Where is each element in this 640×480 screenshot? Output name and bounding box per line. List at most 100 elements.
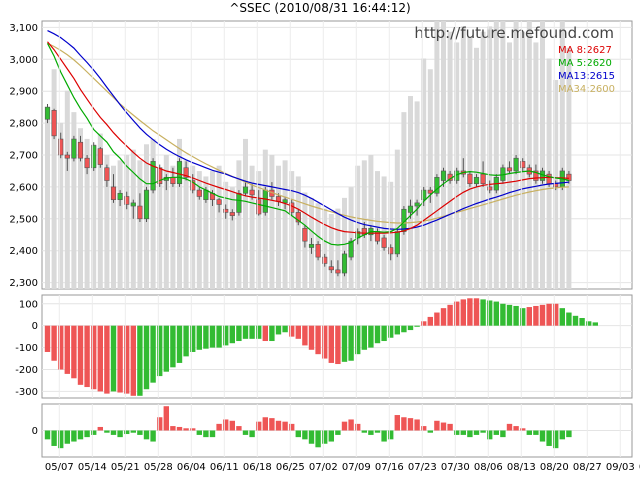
momentum-bar	[275, 420, 282, 431]
candle	[421, 186, 427, 207]
candle	[506, 161, 513, 175]
date-tick-label: 08/13	[507, 462, 536, 473]
volume-bar	[78, 128, 83, 289]
volume-bar	[388, 181, 394, 289]
candle	[58, 132, 64, 159]
momentum-bar	[328, 430, 334, 442]
oscillator-bar	[51, 325, 57, 361]
candle-body	[104, 167, 110, 181]
oscillator-bar	[328, 325, 334, 363]
volume-bar	[401, 112, 407, 290]
oscillator-bar	[44, 325, 51, 352]
date-tick-label: 05/07	[45, 462, 74, 473]
candle	[322, 253, 328, 267]
legend-ma8: MA 8:2627	[558, 45, 612, 56]
momentum-bar	[407, 418, 414, 431]
price-tick-label: 2,600	[9, 182, 38, 193]
candle-body	[229, 212, 235, 216]
watermark: http://future.mefound.com	[414, 24, 614, 42]
momentum-bar	[434, 420, 440, 431]
oscillator-bar	[302, 325, 308, 346]
candle-body	[110, 186, 117, 200]
candle	[520, 158, 526, 171]
candle	[295, 209, 301, 226]
candle	[394, 228, 400, 258]
volume-bar	[91, 144, 97, 289]
oscillator-bar	[467, 298, 473, 326]
candle	[328, 260, 334, 274]
volume-bar	[460, 26, 466, 290]
momentum-bar	[269, 418, 275, 431]
candle-body	[421, 189, 427, 200]
oscillator-bar	[348, 325, 354, 361]
oscillator-bar	[427, 316, 433, 326]
candle	[341, 250, 348, 277]
oscillator-bar	[368, 325, 374, 348]
date-axis: 05/07 05/14 05/21 05/28 06/04 06/11 06/18 06/25…	[45, 21, 640, 473]
ma8-line	[47, 41, 569, 234]
momentum-bar	[308, 430, 315, 444]
candle-body	[91, 145, 97, 169]
oscillator-tick-label: 0	[32, 321, 38, 332]
volume-bar	[190, 165, 196, 289]
momentum-bar	[520, 428, 526, 431]
momentum-bar	[401, 417, 407, 431]
volume-bar	[223, 181, 229, 289]
oscillator-bar	[289, 325, 295, 337]
candle	[473, 174, 480, 187]
candle	[91, 142, 97, 171]
volume-bar	[243, 138, 248, 289]
chart-title: ^SSEC (2010/08/31 16:44:12)	[229, 1, 410, 15]
volume-bar	[97, 133, 103, 289]
oscillator-bar	[566, 312, 572, 326]
momentum-bar	[467, 430, 473, 438]
volume-bar	[559, 21, 565, 289]
volume-bar	[355, 165, 361, 289]
volume-bar	[196, 171, 202, 289]
momentum-bar	[71, 430, 77, 442]
volume-bar	[124, 155, 130, 289]
oscillator-bar	[91, 325, 97, 390]
oscillator-bar	[163, 325, 169, 372]
oscillator-axis: 100 0 -100 -200 -300	[15, 299, 38, 398]
candle	[77, 135, 84, 162]
candle	[137, 193, 143, 222]
oscillator-bar	[209, 325, 216, 348]
momentum-bar	[553, 430, 559, 449]
oscillator-bar	[513, 305, 519, 326]
candle	[229, 209, 235, 221]
oscillator-bar	[170, 325, 176, 368]
volume-bar	[51, 69, 57, 290]
momentum-bar	[216, 423, 222, 431]
momentum-axis: 0	[32, 426, 38, 437]
oscillator-bar	[84, 325, 90, 388]
oscillator-bar	[586, 321, 592, 326]
momentum-bar	[546, 430, 552, 446]
momentum-bar	[137, 430, 143, 435]
oscillator-bar	[130, 325, 136, 396]
oscillator-bar	[183, 325, 189, 357]
candle-body	[236, 192, 242, 213]
momentum-bar	[361, 430, 367, 433]
oscillator-bar	[421, 321, 427, 326]
candle	[335, 260, 341, 277]
oscillator-bar	[473, 298, 480, 326]
candle-body	[315, 244, 321, 258]
momentum-bar	[348, 419, 354, 431]
candle	[242, 180, 249, 197]
candle-body	[176, 161, 183, 185]
oscillator-bar	[143, 325, 150, 390]
moving-averages	[46, 30, 570, 246]
oscillator-bar	[104, 325, 110, 394]
date-tick-label: 05/14	[78, 462, 107, 473]
volume-bar	[394, 149, 400, 289]
oscillator-bar	[341, 325, 348, 362]
volume-bar	[500, 21, 506, 289]
candle-body	[546, 173, 552, 185]
ma5-line	[46, 43, 570, 246]
momentum-bar	[335, 430, 341, 435]
legend-ma5: MA 5:2620	[558, 58, 612, 69]
momentum-bar	[190, 428, 196, 431]
volume-bar	[328, 213, 334, 289]
